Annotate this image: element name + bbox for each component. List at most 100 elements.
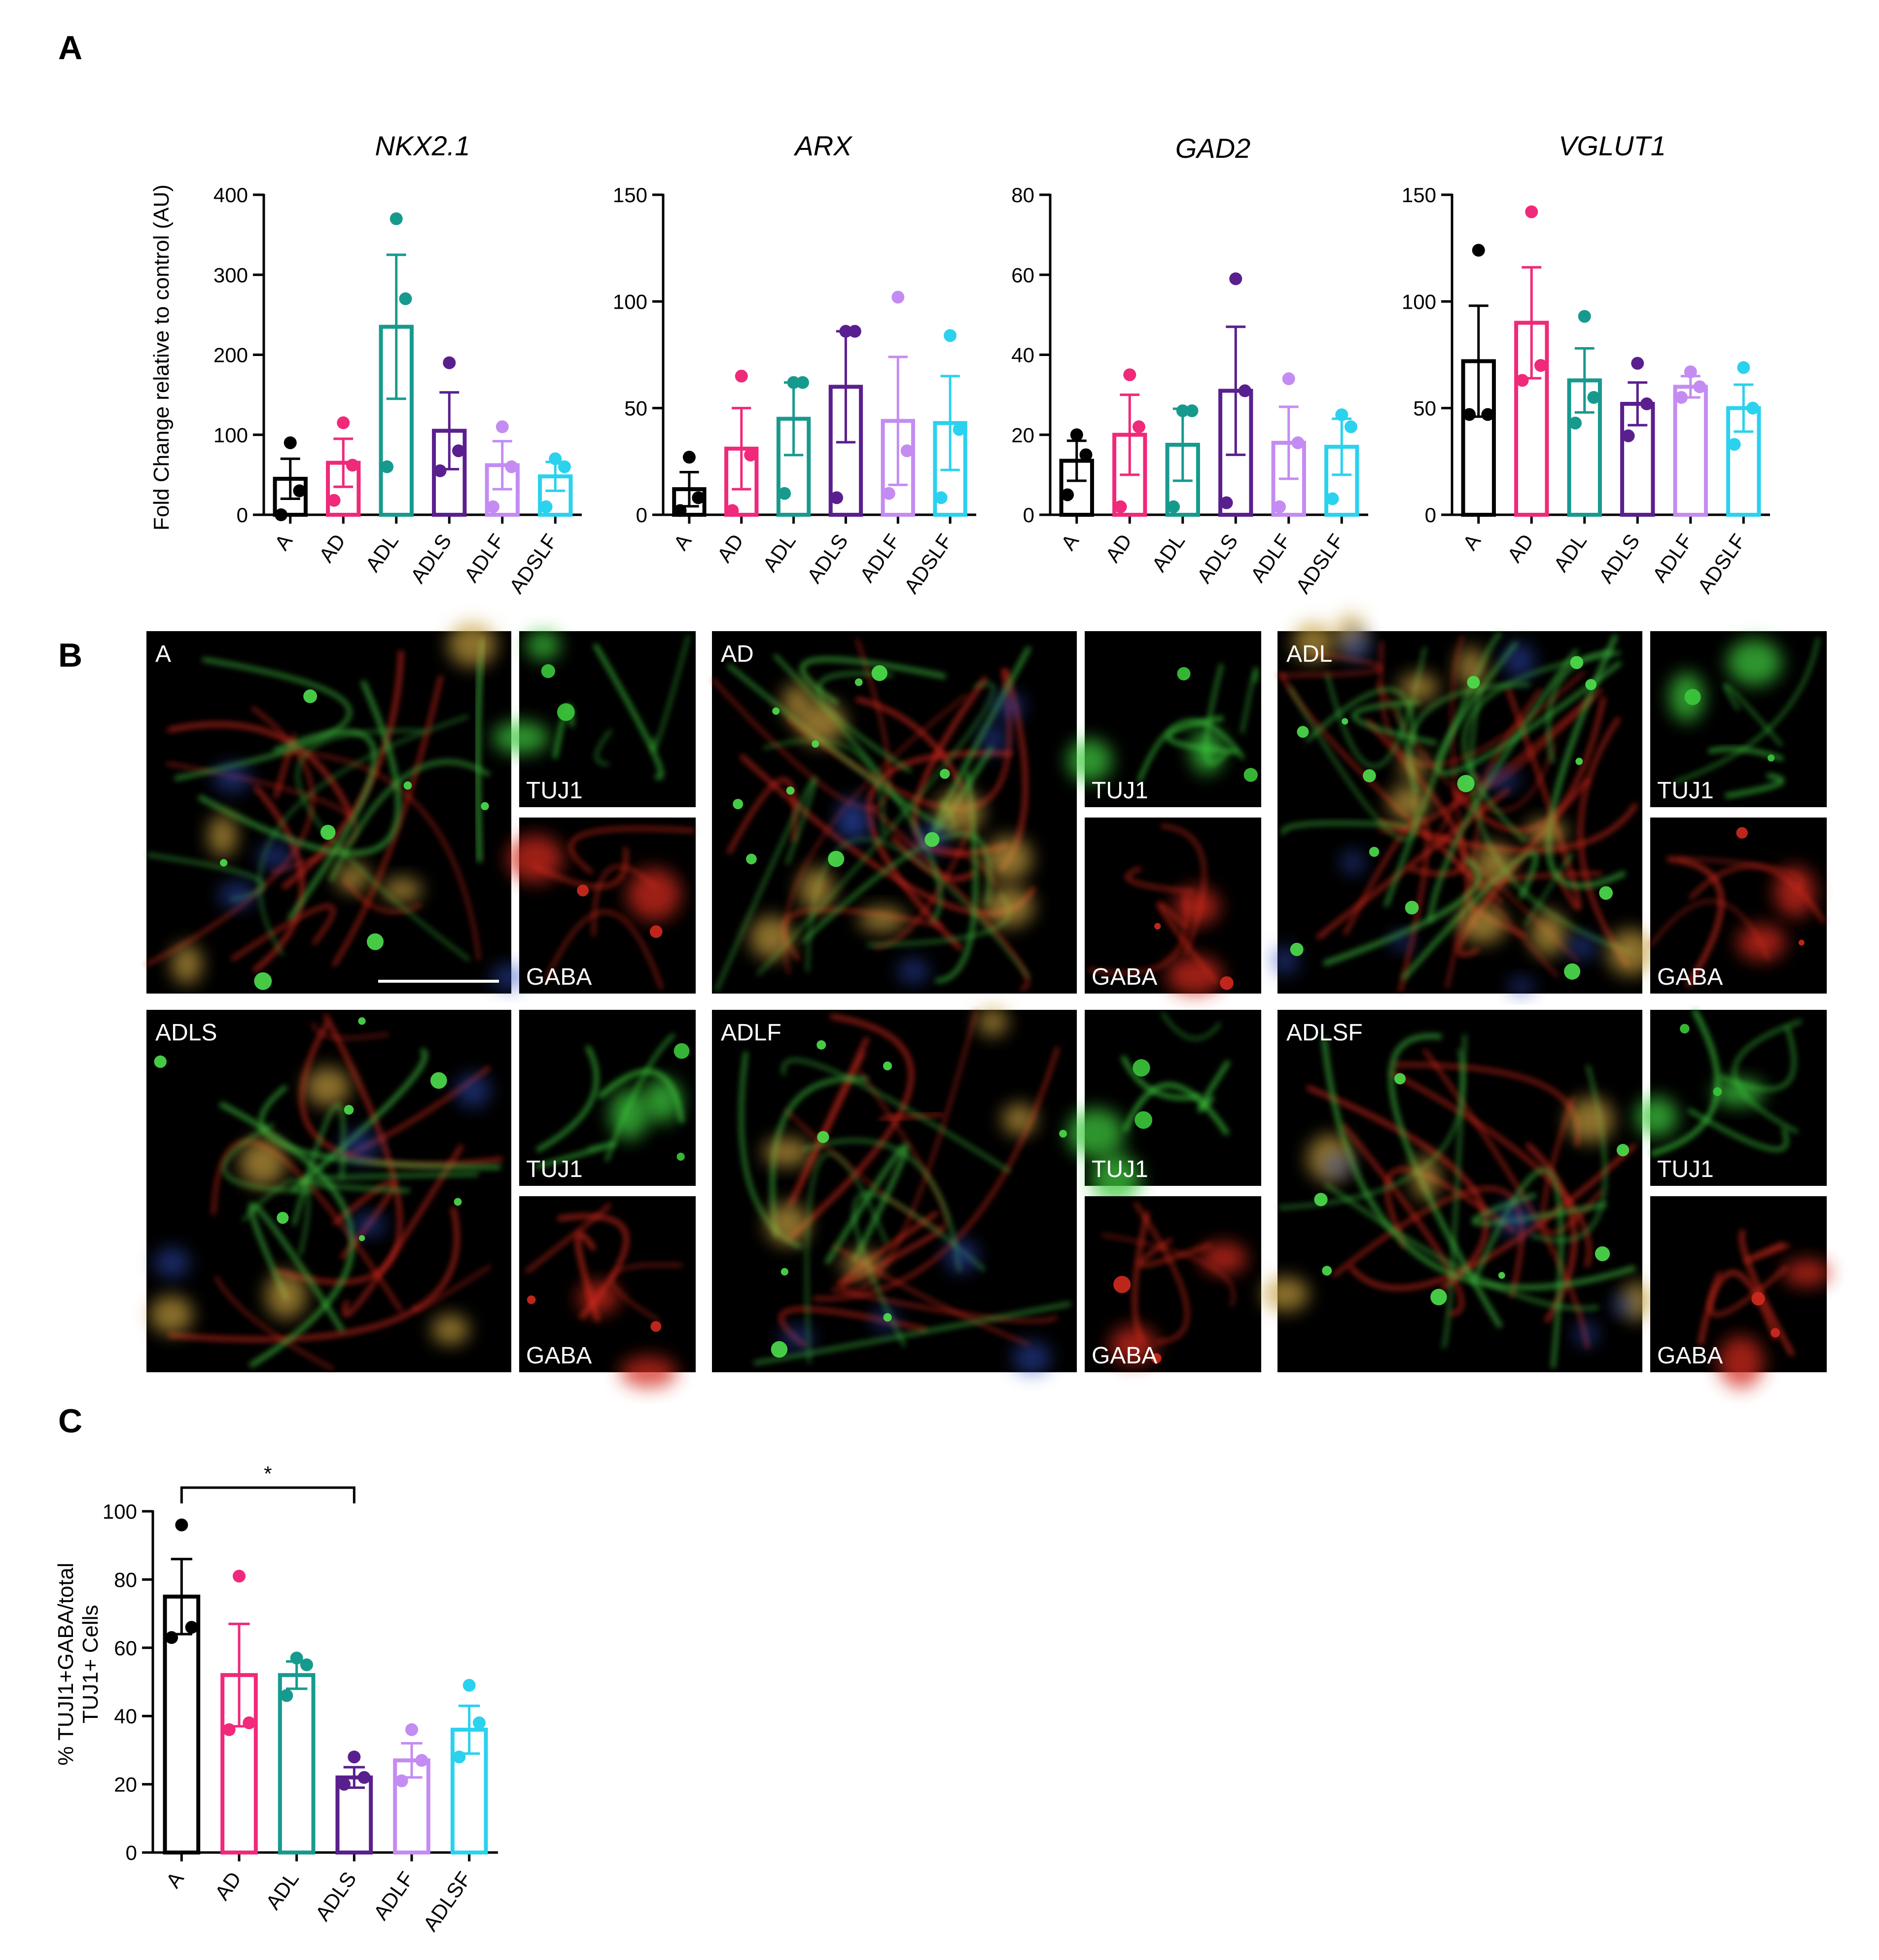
- cell-body: [171, 944, 202, 984]
- neurite: [839, 1211, 945, 1286]
- puncta: [828, 851, 845, 867]
- panel-a-y-axis-label: Fold Change relative to control (AU): [149, 184, 174, 531]
- cell-body: [342, 1131, 379, 1161]
- data-point: [1728, 438, 1741, 451]
- data-point: [327, 494, 341, 507]
- cell-body: [620, 1356, 677, 1389]
- panel-letter-b: B: [58, 637, 82, 674]
- neurite: [532, 847, 628, 889]
- neurite: [1316, 787, 1511, 939]
- micrograph-adl: ADL TUJ1 GABA: [1272, 613, 1827, 996]
- cell-body: [1566, 1097, 1614, 1143]
- panel-letter-c: C: [58, 1402, 82, 1440]
- cell-body: [782, 683, 811, 721]
- neurite: [651, 635, 690, 751]
- data-point: [1061, 488, 1074, 501]
- data-point: [1220, 496, 1233, 509]
- cell-body: [1200, 1242, 1247, 1274]
- puncta: [1151, 1353, 1162, 1363]
- puncta: [577, 885, 589, 897]
- neurite: [835, 1010, 978, 1292]
- data-point: [674, 504, 687, 517]
- cell-body: [1607, 929, 1654, 976]
- category-label: AD: [712, 530, 748, 567]
- cell-body: [766, 1203, 810, 1246]
- cell-body: [1399, 673, 1439, 702]
- y-tick-label: 80: [1011, 183, 1034, 207]
- cell-body: [1191, 728, 1223, 774]
- data-point: [1123, 368, 1136, 382]
- cell-body: [1391, 931, 1412, 951]
- micrograph-label: ADLS: [155, 1020, 217, 1046]
- puncta: [254, 972, 272, 990]
- cell-body: [609, 1089, 649, 1140]
- puncta: [1430, 1288, 1447, 1306]
- category-label: AD: [315, 530, 350, 567]
- category-label: ADL: [1549, 530, 1591, 576]
- puncta: [1570, 656, 1584, 669]
- puncta: [1575, 757, 1583, 765]
- cell-body: [984, 836, 1032, 881]
- y-tick-label: 50: [624, 397, 647, 420]
- cell-body: [1067, 1108, 1125, 1158]
- chart-title: GAD2: [1175, 133, 1251, 164]
- cell-body: [945, 1240, 978, 1272]
- data-point: [381, 460, 394, 473]
- neurite: [1352, 700, 1437, 745]
- tuj1-label: TUJ1: [526, 778, 583, 804]
- neurite: [282, 751, 481, 961]
- category-label: ADL: [261, 1867, 303, 1914]
- cell-body: [1737, 925, 1786, 961]
- cell-body: [577, 1282, 619, 1314]
- neurite: [1378, 802, 1638, 853]
- category-label: ADLF: [1648, 530, 1697, 586]
- puncta: [1595, 1246, 1610, 1261]
- puncta: [1564, 963, 1581, 980]
- neurite: [168, 1206, 460, 1342]
- cell-body: [493, 721, 549, 754]
- data-point: [1640, 397, 1653, 411]
- puncta: [1154, 923, 1161, 930]
- category-label: ADL: [1147, 530, 1189, 576]
- neurite: [312, 1022, 390, 1039]
- cell-body: [218, 882, 255, 908]
- data-point: [830, 491, 844, 504]
- tuj1-label: TUJ1: [1657, 1156, 1714, 1182]
- cell-body: [491, 964, 526, 990]
- neurite: [1198, 1060, 1231, 1112]
- data-point: [1132, 420, 1145, 433]
- gaba-label: GABA: [1092, 964, 1157, 990]
- cell-body: [1474, 843, 1514, 884]
- data-point: [882, 487, 895, 500]
- neurite: [230, 904, 335, 962]
- category-label: A: [161, 1867, 188, 1892]
- gaba-label: GABA: [1657, 1343, 1723, 1369]
- merged-image: [1277, 1010, 1642, 1372]
- cell-body: [1727, 639, 1782, 685]
- neurite: [1524, 853, 1573, 927]
- cell-body: [1568, 934, 1597, 959]
- data-point: [1534, 359, 1547, 372]
- puncta: [1751, 1292, 1765, 1306]
- data-point: [726, 504, 739, 517]
- neurite: [274, 733, 296, 799]
- puncta: [1457, 775, 1475, 792]
- data-point: [787, 376, 800, 389]
- puncta: [1616, 1143, 1630, 1157]
- gaba-label: GABA: [1092, 1343, 1157, 1369]
- cell-body: [1774, 866, 1816, 918]
- cell-body: [1342, 630, 1371, 660]
- puncta: [1684, 689, 1701, 706]
- cell-body: [1013, 1341, 1051, 1375]
- data-point: [452, 444, 465, 458]
- data-point: [346, 459, 359, 472]
- neurite: [595, 729, 612, 766]
- category-label: A: [1057, 530, 1084, 554]
- data-point: [243, 1716, 256, 1730]
- neurite: [824, 1143, 909, 1265]
- puncta: [1243, 768, 1258, 782]
- puncta: [1405, 900, 1419, 915]
- data-point: [348, 1750, 361, 1764]
- neurite: [1137, 719, 1245, 783]
- cell-body: [983, 887, 1034, 927]
